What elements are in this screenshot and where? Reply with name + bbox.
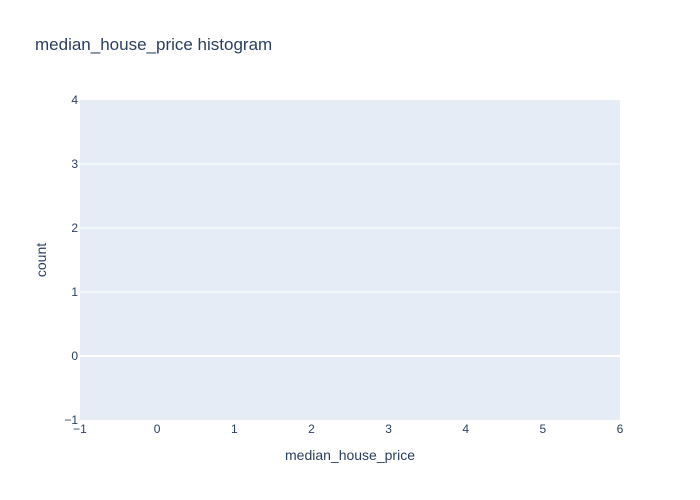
x-tick-label: −1 — [73, 422, 87, 436]
x-tick-label: 6 — [617, 422, 624, 436]
y-tick-label: −1 — [64, 413, 78, 427]
y-tick-label: 1 — [71, 285, 78, 299]
chart-title: median_house_price histogram — [35, 35, 273, 54]
gridlines — [80, 163, 620, 357]
x-tick-label: 0 — [154, 422, 161, 436]
x-tick-label: 2 — [308, 422, 315, 436]
y-axis-ticks: −1 0 1 2 3 4 — [64, 93, 78, 427]
y-tick-label: 4 — [71, 93, 78, 107]
x-tick-label: 3 — [385, 422, 392, 436]
x-tick-label: 4 — [462, 422, 469, 436]
x-tick-label: 1 — [231, 422, 238, 436]
plot-area — [80, 100, 620, 420]
x-axis-title: median_house_price — [285, 447, 415, 463]
x-tick-label: 5 — [540, 422, 547, 436]
x-axis-ticks: −1 0 1 2 3 4 5 6 — [73, 422, 624, 436]
y-tick-label: 3 — [71, 157, 78, 171]
y-axis-title: count — [33, 243, 49, 277]
y-tick-label: 2 — [71, 221, 78, 235]
y-tick-label: 0 — [71, 349, 78, 363]
